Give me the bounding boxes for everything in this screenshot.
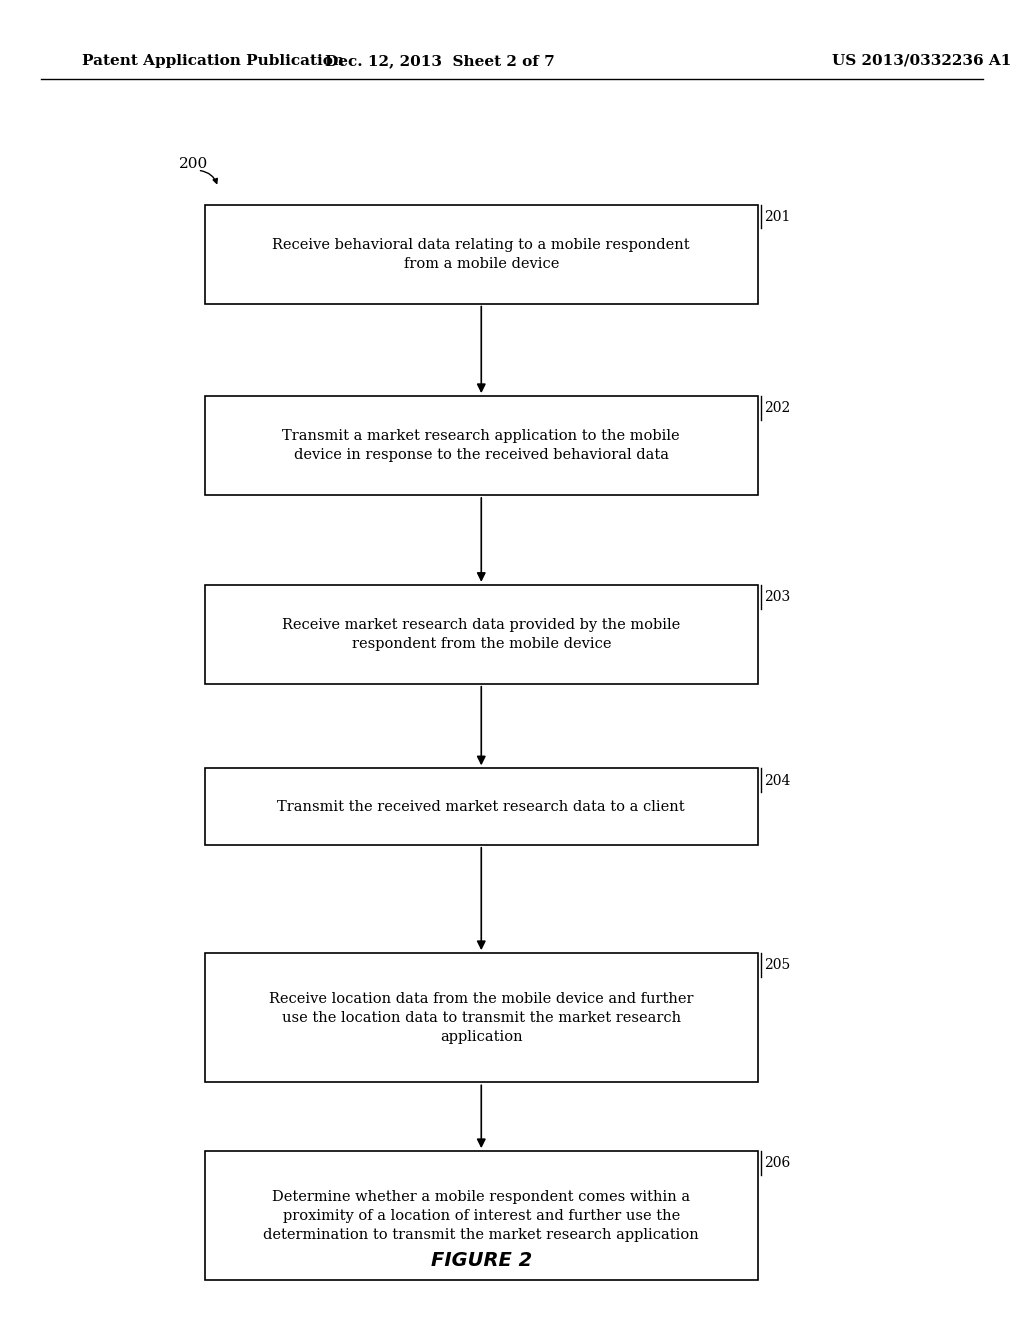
Text: 205: 205 bbox=[764, 958, 791, 973]
FancyArrowPatch shape bbox=[477, 498, 485, 579]
Text: US 2013/0332236 A1: US 2013/0332236 A1 bbox=[831, 54, 1012, 67]
Text: Receive location data from the mobile device and further
use the location data t: Receive location data from the mobile de… bbox=[269, 991, 693, 1044]
Bar bbox=[205, 768, 758, 845]
Text: Determine whether a mobile respondent comes within a
proximity of a location of : Determine whether a mobile respondent co… bbox=[263, 1189, 699, 1242]
FancyArrowPatch shape bbox=[477, 847, 485, 948]
Text: 200: 200 bbox=[179, 157, 209, 170]
Text: 204: 204 bbox=[764, 774, 791, 788]
Bar bbox=[205, 396, 758, 495]
Bar bbox=[205, 953, 758, 1082]
Text: Dec. 12, 2013  Sheet 2 of 7: Dec. 12, 2013 Sheet 2 of 7 bbox=[326, 54, 555, 67]
Text: 202: 202 bbox=[764, 401, 791, 416]
Text: Receive behavioral data relating to a mobile respondent
from a mobile device: Receive behavioral data relating to a mo… bbox=[272, 238, 690, 271]
Text: 201: 201 bbox=[764, 210, 791, 224]
Text: Transmit a market research application to the mobile
device in response to the r: Transmit a market research application t… bbox=[283, 429, 680, 462]
Text: Transmit the received market research data to a client: Transmit the received market research da… bbox=[278, 800, 685, 813]
FancyArrowPatch shape bbox=[201, 170, 217, 183]
Bar bbox=[205, 205, 758, 304]
FancyArrowPatch shape bbox=[477, 1085, 485, 1146]
Bar bbox=[205, 1151, 758, 1280]
Text: 203: 203 bbox=[764, 590, 791, 605]
Text: FIGURE 2: FIGURE 2 bbox=[431, 1251, 531, 1270]
FancyArrowPatch shape bbox=[477, 306, 485, 391]
Text: Receive market research data provided by the mobile
respondent from the mobile d: Receive market research data provided by… bbox=[283, 618, 680, 651]
Text: 206: 206 bbox=[764, 1156, 791, 1171]
Bar bbox=[205, 585, 758, 684]
FancyArrowPatch shape bbox=[477, 686, 485, 763]
Text: Patent Application Publication: Patent Application Publication bbox=[82, 54, 344, 67]
